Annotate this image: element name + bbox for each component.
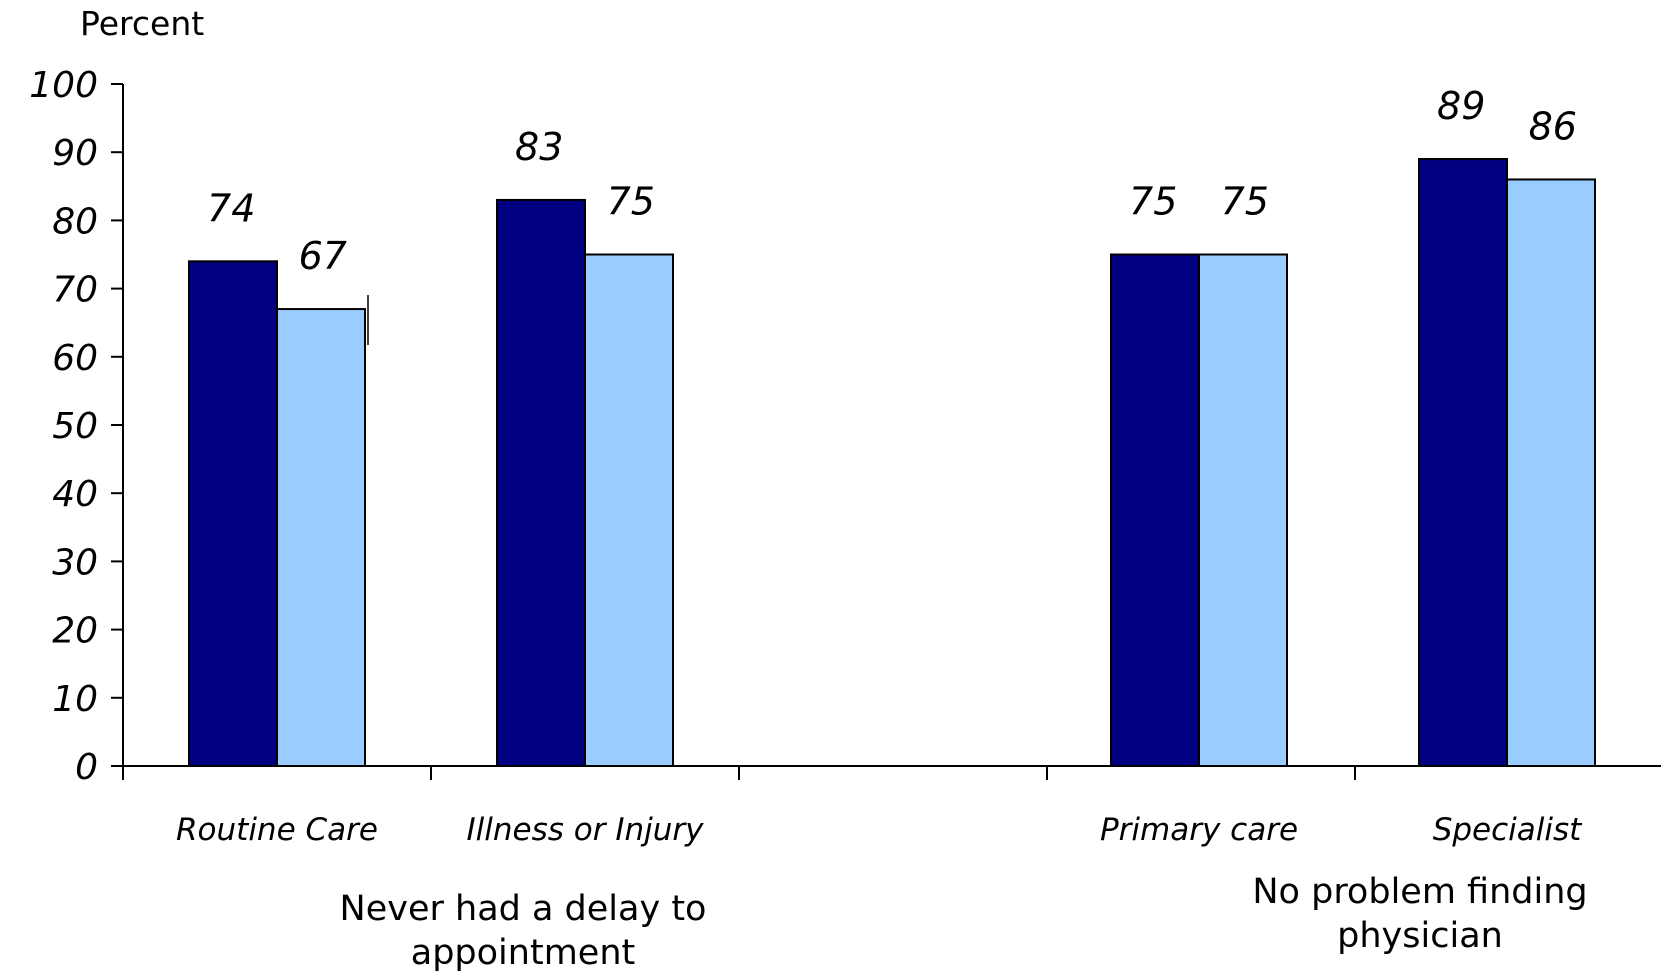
data-label: 89: [1437, 84, 1485, 128]
bar: [276, 308, 366, 767]
data-label: 75: [607, 180, 655, 224]
bar: [188, 260, 278, 767]
axes: 0 10 20 30 40 50 60 70 80 90 100: [29, 65, 1661, 788]
y-tick-label: 90: [52, 133, 98, 174]
data-label: 75: [1221, 180, 1269, 224]
y-tick-label: 70: [52, 270, 98, 311]
x-tick-label: Routine Care: [176, 812, 378, 848]
labels: 74 67 Routine Care 83 75 Illness or Injury 75 7…: [176, 84, 1588, 973]
y-tick-label: 10: [52, 679, 98, 720]
bars: [188, 158, 1596, 768]
group-label: Never had a delay to: [340, 889, 707, 929]
bar: [1418, 158, 1508, 767]
data-label: 74: [207, 186, 255, 230]
bar: [1198, 253, 1288, 767]
group-label: appointment: [411, 933, 635, 973]
y-tick-label: 50: [52, 406, 98, 447]
group-label: No problem finding: [1252, 872, 1587, 912]
group-label: physician: [1337, 916, 1503, 956]
data-label: 86: [1529, 104, 1577, 148]
bar: [584, 253, 674, 767]
y-tick-label: 60: [52, 338, 98, 379]
bar: [1506, 178, 1596, 768]
y-axis-label: Percent: [80, 4, 204, 43]
y-tick-label: 0: [75, 747, 98, 788]
bar: [1110, 253, 1200, 767]
bar: [496, 198, 586, 767]
y-tick-label: 30: [52, 542, 98, 583]
y-tick-label: 80: [52, 201, 98, 242]
x-tick-label: Primary care: [1100, 812, 1298, 848]
x-tick-label: Specialist: [1433, 812, 1583, 848]
y-tick-label: 20: [52, 611, 98, 652]
y-tick-label: 100: [29, 65, 98, 106]
x-tick-label: Illness or Injury: [467, 812, 705, 848]
y-tick-label: 40: [52, 474, 98, 515]
data-label: 67: [299, 234, 347, 278]
data-label: 75: [1129, 180, 1177, 224]
data-label: 83: [515, 125, 563, 169]
